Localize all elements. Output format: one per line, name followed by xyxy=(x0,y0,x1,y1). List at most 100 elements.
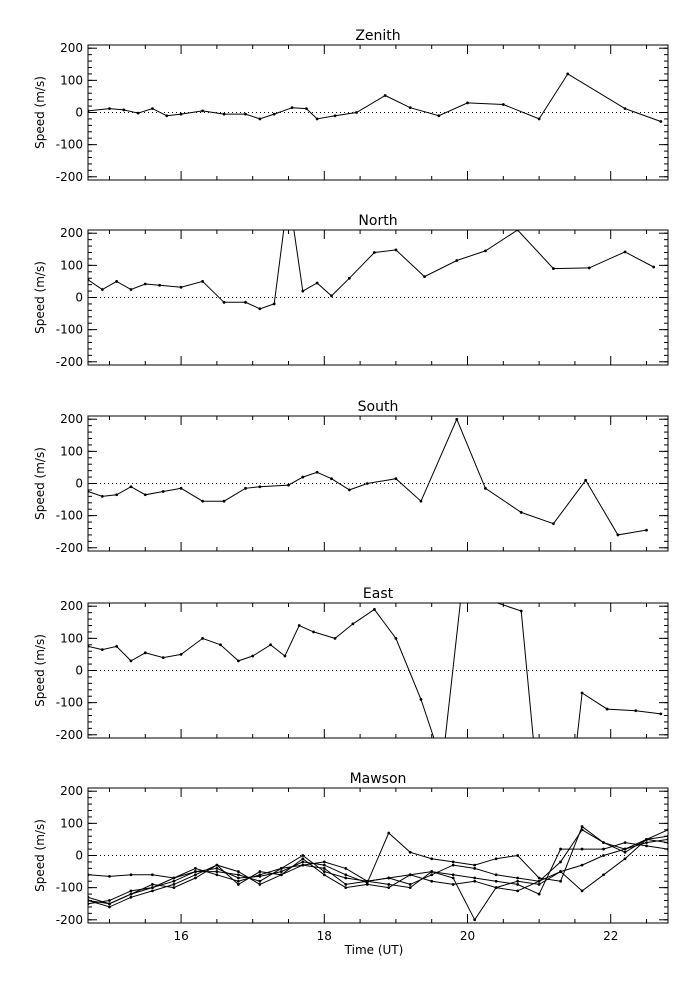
data-point xyxy=(516,883,520,886)
y-axis-title: Speed (m/s) xyxy=(33,634,47,707)
data-point xyxy=(383,94,387,97)
data-point xyxy=(537,892,541,896)
series-group xyxy=(88,192,656,311)
data-point xyxy=(408,106,412,110)
y-tick-label: 100 xyxy=(60,258,83,272)
data-point xyxy=(236,876,240,880)
data-point xyxy=(666,828,668,832)
series-line xyxy=(88,829,668,908)
y-tick-label: -200 xyxy=(56,728,83,742)
data-point xyxy=(347,276,351,280)
data-point xyxy=(602,847,605,851)
data-point xyxy=(623,847,627,851)
data-point xyxy=(219,643,222,647)
data-point xyxy=(301,475,305,479)
data-point xyxy=(365,879,369,883)
data-point xyxy=(287,192,290,195)
data-point xyxy=(88,109,90,113)
data-point xyxy=(201,499,204,503)
data-point xyxy=(301,289,305,293)
y-tick-label: 200 xyxy=(60,599,83,613)
y-tick-label: 0 xyxy=(75,291,83,305)
data-point xyxy=(236,883,240,886)
series-line xyxy=(88,842,668,905)
data-point xyxy=(580,889,584,893)
data-point xyxy=(580,691,584,695)
x-tick-label: 22 xyxy=(603,929,618,943)
data-point xyxy=(194,870,197,873)
data-point xyxy=(473,866,477,870)
data-point xyxy=(151,873,154,877)
data-point xyxy=(623,250,627,254)
data-point xyxy=(258,879,262,883)
data-point xyxy=(122,108,126,112)
data-point xyxy=(129,889,133,893)
data-point xyxy=(344,873,348,877)
y-tick-label: -100 xyxy=(56,509,83,523)
data-point xyxy=(244,300,247,304)
data-point xyxy=(580,847,584,851)
series-line xyxy=(88,825,668,884)
panel-title: North xyxy=(358,213,397,229)
data-point xyxy=(494,886,498,890)
panel-zenith: Zenith -200 -100 0 100 200 Speed (m/s) xyxy=(33,28,669,184)
data-point xyxy=(172,886,176,890)
y-tick-label: -100 xyxy=(56,138,83,152)
data-point xyxy=(373,608,376,611)
y-tick-label: 100 xyxy=(60,816,83,830)
data-point xyxy=(484,486,487,490)
data-point xyxy=(559,870,562,873)
y-tick-label: 0 xyxy=(75,106,83,120)
data-point xyxy=(158,283,162,287)
data-point xyxy=(258,873,262,877)
data-point xyxy=(258,883,262,886)
data-point xyxy=(587,266,591,270)
data-point xyxy=(151,107,154,111)
data-point xyxy=(387,831,391,835)
data-point xyxy=(165,114,169,118)
data-point xyxy=(143,282,147,286)
data-point xyxy=(108,899,111,902)
series-line xyxy=(88,603,661,738)
data-point xyxy=(516,854,520,857)
data-point xyxy=(143,651,147,655)
data-point xyxy=(322,873,326,877)
data-point xyxy=(194,876,197,880)
data-point xyxy=(373,251,376,254)
data-point xyxy=(580,863,584,867)
data-point xyxy=(365,482,369,485)
data-point xyxy=(605,707,609,711)
data-point xyxy=(161,490,165,493)
data-point xyxy=(451,873,455,877)
x-axis-title: Time (UT) xyxy=(344,943,404,957)
data-point xyxy=(430,879,434,883)
data-point xyxy=(566,72,570,76)
data-point xyxy=(451,860,455,864)
data-point xyxy=(222,112,226,116)
x-tick-label: 20 xyxy=(460,929,475,943)
data-point xyxy=(387,883,391,886)
y-axis-title: Speed (m/s) xyxy=(33,76,47,149)
data-point xyxy=(408,850,412,854)
data-point xyxy=(151,889,154,893)
data-point xyxy=(347,488,351,492)
data-point xyxy=(322,863,326,867)
data-point xyxy=(290,106,294,110)
data-point xyxy=(304,107,308,111)
data-point xyxy=(559,847,562,851)
data-point xyxy=(236,870,240,873)
data-point xyxy=(215,873,219,877)
data-point xyxy=(519,511,523,514)
data-point xyxy=(301,857,305,861)
data-point xyxy=(351,622,355,626)
data-point xyxy=(387,876,391,880)
data-point xyxy=(645,841,648,845)
data-point xyxy=(423,275,426,279)
data-point xyxy=(501,103,505,106)
data-point xyxy=(455,259,459,262)
data-point xyxy=(108,905,111,909)
data-point xyxy=(430,857,434,861)
data-point xyxy=(215,863,219,867)
data-point xyxy=(634,709,638,713)
